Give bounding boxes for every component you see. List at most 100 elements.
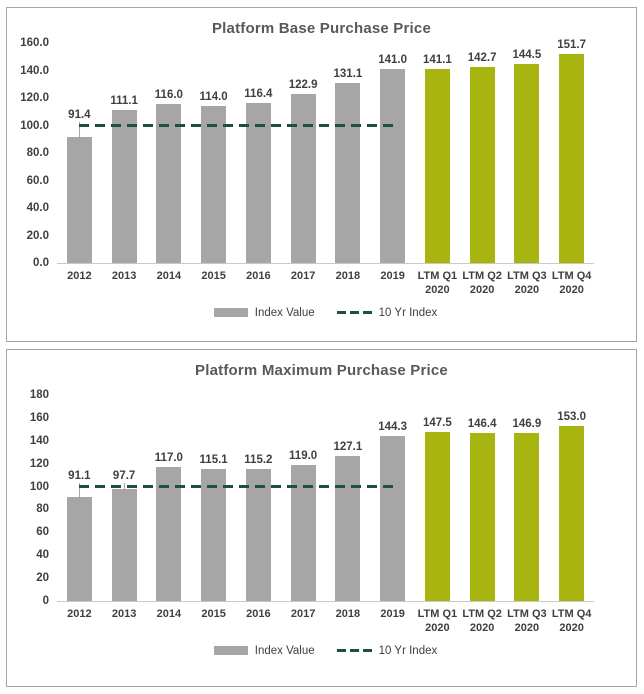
- bar-value-label: 119.0: [289, 449, 318, 462]
- y-axis-tick-label: 60.0: [26, 174, 49, 187]
- bar: [201, 469, 227, 601]
- legend-label-ten-yr-index: 10 Yr Index: [378, 644, 438, 657]
- y-axis-tick-label: 40.0: [26, 202, 49, 214]
- bar: [335, 455, 361, 601]
- y-axis-tick-label: 160.0: [20, 37, 49, 49]
- x-axis-category-label: 2018: [335, 270, 361, 282]
- y-axis-tick-label: 120.0: [20, 92, 49, 104]
- x-axis-labels: 2012 2013 2014 2015 2016 2017 2018 2019 LTM Q1 2…: [57, 602, 594, 636]
- bar-value-label: 111.1: [110, 95, 138, 108]
- x-axis-category-label: 2019: [380, 608, 405, 620]
- bar: [290, 94, 316, 263]
- bar: [335, 82, 361, 263]
- bar-value-label: 144.3: [378, 420, 408, 433]
- bar-value-label: 116.4: [244, 87, 273, 100]
- x-axis: 2012 2013 2014 2015 2016 2017 2018 2019 LTM Q1 2…: [7, 602, 594, 636]
- x-axis-category-label: LTM Q4 2020: [551, 608, 592, 635]
- bar-value-label: 127.1: [333, 440, 363, 453]
- bar-slot: 146.4: [460, 391, 505, 601]
- legend-dash-segment: [349, 649, 359, 653]
- bar-slot: 151.7: [549, 37, 594, 263]
- bar-slot: 117.0: [147, 391, 192, 601]
- legend-dash-segment: [336, 649, 346, 653]
- legend-dash-segment: [362, 649, 372, 653]
- bar-value-label: 97.7: [112, 469, 136, 482]
- bar-value-label: 115.2: [244, 454, 273, 467]
- bar-slot: 115.2: [236, 391, 281, 601]
- bar: [514, 432, 540, 601]
- bar-value-label: 151.7: [557, 39, 587, 52]
- x-axis-category-label: LTM Q3 2020: [507, 270, 547, 297]
- bar: [514, 64, 540, 263]
- x-axis-category-label: 2016: [246, 270, 271, 282]
- y-axis: 0 20 40 60 80 100 120 140 160 180: [7, 389, 57, 607]
- y-axis: 0.0 20.0 40.0 60.0 80.0 100.0 120.0 140.0 160.0: [7, 37, 57, 269]
- bar: [469, 433, 495, 601]
- x-axis-spacer: [7, 602, 57, 636]
- x-axis-category-label: LTM Q2 2020: [462, 270, 502, 297]
- x-axis-spacer: [7, 264, 57, 298]
- chart-plot-row: 0 20 40 60 80 100 120 140 160 180 91.1 97.7 117.0 115…: [7, 389, 594, 607]
- bar-slot: 91.1: [57, 391, 102, 601]
- index-value-swatch: [213, 646, 248, 656]
- y-axis-tick-label: 40: [36, 549, 49, 562]
- x-axis-category-label: 2017: [290, 608, 316, 620]
- x-axis-category-label: LTM Q1 2020: [417, 608, 458, 635]
- legend-item-index-value: Index Value: [213, 307, 315, 319]
- bar-slot: 114.0: [191, 37, 236, 263]
- bar: [111, 110, 137, 263]
- x-axis-category-label: 2014: [156, 270, 182, 282]
- legend-label-index-value: Index Value: [254, 644, 315, 657]
- bar: [156, 467, 182, 601]
- bar-value-label: 146.9: [512, 417, 542, 430]
- plot-area: 91.4 111.1 116.0 114.0 116.4 122.9 131.1 141.0 1…: [57, 37, 594, 264]
- bar-value-label: 122.9: [288, 79, 318, 92]
- bar: [559, 54, 585, 263]
- maximum-purchase-price-chart: 0 20 40 60 80 100 120 140 160 180 91.1 97.7 117.0 115…: [7, 389, 636, 657]
- x-axis-category-label: LTM Q1 2020: [417, 270, 458, 297]
- bar-value-label: 146.4: [467, 418, 497, 431]
- bar-value-label: 116.0: [154, 88, 183, 101]
- x-axis-category-label: LTM Q4 2020: [551, 270, 592, 297]
- bar: [156, 103, 182, 263]
- legend-item-index-value: Index Value: [213, 644, 315, 657]
- legend-item-ten-yr-index: 10 Yr Index: [336, 307, 437, 319]
- y-axis-tick-label: 0.0: [33, 257, 49, 269]
- bar-slot: 144.3: [370, 391, 415, 601]
- y-axis-tick-label: 80.0: [26, 147, 49, 159]
- index-value-swatch: [213, 308, 248, 318]
- bar-slot: 97.7: [102, 391, 147, 601]
- ten-yr-index-swatch: [336, 311, 372, 315]
- x-axis-category-label: 2019: [380, 270, 405, 282]
- bar-value-label: 91.1: [68, 469, 91, 482]
- bar: [201, 106, 227, 263]
- plot-area: 91.1 97.7 117.0 115.1 115.2 119.0 127.1 144.3 14…: [57, 391, 594, 602]
- y-axis-tick-label: 80: [36, 503, 49, 516]
- x-axis-category-label: 2014: [156, 608, 182, 620]
- base-purchase-price-chart-panel: Platform Base Purchase Price 0.0 20.0 40.0…: [6, 7, 637, 342]
- chart-title: Platform Maximum Purchase Price: [195, 362, 448, 379]
- bar-value-label: 91.4: [68, 108, 91, 121]
- bar-slot: 111.1: [102, 37, 147, 263]
- bar-slot: 116.0: [147, 37, 192, 263]
- ten-yr-index-line: [79, 124, 393, 127]
- x-axis-category-label: LTM Q3 2020: [507, 608, 547, 635]
- bars-container: 91.4 111.1 116.0 114.0 116.4 122.9 131.1 141.0 1…: [57, 37, 594, 263]
- chart-legend: Index Value 10 Yr Index: [57, 645, 594, 657]
- bar: [380, 435, 406, 601]
- bar-slot: 144.5: [505, 37, 550, 263]
- maximum-purchase-price-chart-panel: Platform Maximum Purchase Price 0 20 40 60 8…: [6, 349, 637, 687]
- x-axis-category-label: 2015: [201, 270, 226, 282]
- label-leader-line: [79, 482, 81, 497]
- y-axis-tick-label: 180: [29, 389, 49, 401]
- bar-value-label: 131.1: [333, 67, 363, 80]
- y-axis-tick-label: 160: [29, 411, 49, 424]
- bar-slot: 91.4: [57, 37, 102, 263]
- bar: [559, 425, 585, 601]
- bar: [245, 102, 271, 263]
- chart-plot-row: 0.0 20.0 40.0 60.0 80.0 100.0 120.0 140.0 160.0 9…: [7, 37, 594, 269]
- bar: [111, 489, 137, 601]
- bar-slot: 153.0: [549, 391, 594, 601]
- legend-dash-segment: [336, 311, 346, 315]
